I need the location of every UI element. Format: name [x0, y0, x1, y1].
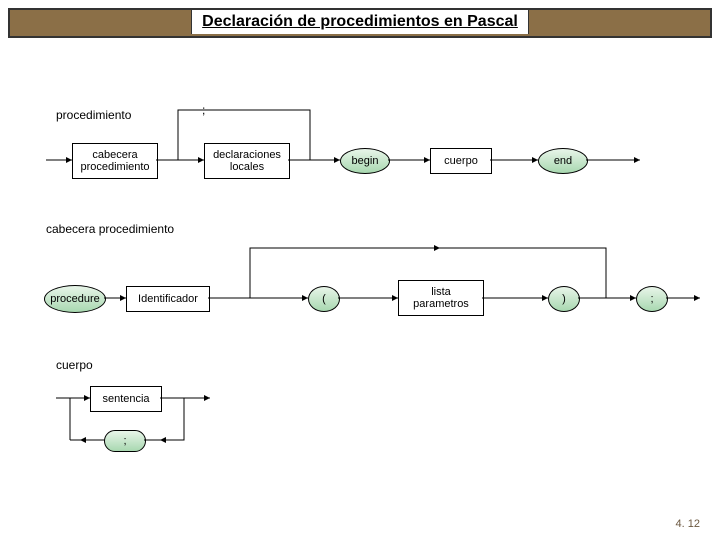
node-sentencia: sentencia: [90, 386, 162, 412]
page-number: 4. 12: [676, 518, 700, 530]
section-cuerpo: cuerpo: [56, 358, 93, 372]
node-end: end: [538, 148, 588, 174]
node-decl-locales: declaraciones locales: [204, 143, 290, 179]
section-procedimiento: procedimiento: [56, 108, 131, 122]
node-close-paren: ): [548, 286, 580, 312]
section-cabecera: cabecera procedimiento: [46, 222, 174, 236]
svg-text:;: ;: [202, 103, 205, 117]
node-lista-params: lista parametros: [398, 280, 484, 316]
node-cuerpo: cuerpo: [430, 148, 492, 174]
node-open-paren: (: [308, 286, 340, 312]
node-semicolon-bot: ;: [104, 430, 146, 452]
node-semicolon-mid: ;: [636, 286, 668, 312]
title-bar: Declaración de procedimientos en Pascal: [8, 8, 712, 38]
diagram-connectors: ;: [0, 0, 720, 540]
node-cabecera-proc: cabecera procedimiento: [72, 143, 158, 179]
node-begin: begin: [340, 148, 390, 174]
page-title: Declaración de procedimientos en Pascal: [191, 10, 529, 34]
node-identificador: Identificador: [126, 286, 210, 312]
node-procedure: procedure: [44, 285, 106, 313]
